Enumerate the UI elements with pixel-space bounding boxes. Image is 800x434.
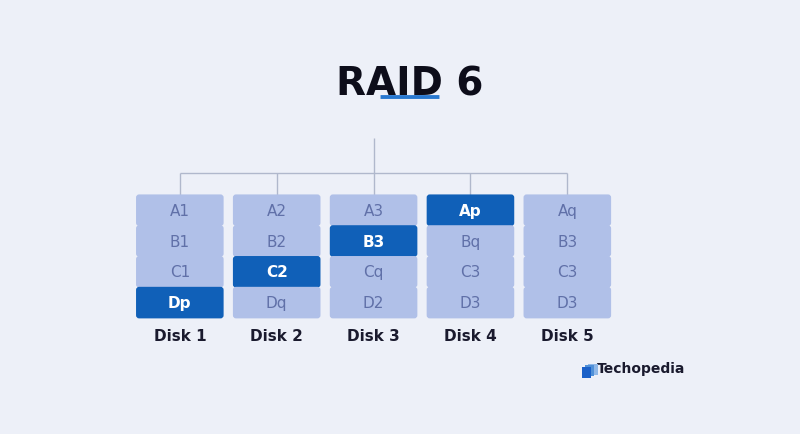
Text: Ap: Ap — [459, 203, 482, 218]
Text: Disk 2: Disk 2 — [250, 328, 303, 343]
Text: C3: C3 — [460, 265, 481, 279]
Text: Disk 4: Disk 4 — [444, 328, 497, 343]
Text: Techopedia: Techopedia — [597, 361, 685, 375]
FancyBboxPatch shape — [381, 96, 439, 100]
Text: A1: A1 — [170, 203, 190, 218]
FancyBboxPatch shape — [426, 256, 514, 288]
FancyBboxPatch shape — [136, 226, 224, 257]
Text: Dq: Dq — [266, 296, 287, 310]
Text: C3: C3 — [557, 265, 578, 279]
Text: D2: D2 — [363, 296, 384, 310]
Text: C2: C2 — [266, 265, 288, 279]
FancyBboxPatch shape — [330, 256, 418, 288]
FancyBboxPatch shape — [330, 226, 418, 257]
Polygon shape — [588, 364, 598, 375]
FancyBboxPatch shape — [523, 195, 611, 227]
Text: Disk 3: Disk 3 — [347, 328, 400, 343]
FancyBboxPatch shape — [233, 226, 321, 257]
Text: Bq: Bq — [460, 234, 481, 249]
Text: B2: B2 — [266, 234, 286, 249]
Text: B3: B3 — [362, 234, 385, 249]
Text: RAID 6: RAID 6 — [336, 66, 484, 103]
FancyBboxPatch shape — [233, 256, 321, 288]
Text: A3: A3 — [363, 203, 384, 218]
FancyBboxPatch shape — [136, 195, 224, 227]
Text: Disk 1: Disk 1 — [154, 328, 206, 343]
FancyBboxPatch shape — [523, 256, 611, 288]
FancyBboxPatch shape — [426, 287, 514, 319]
Polygon shape — [582, 367, 591, 378]
FancyBboxPatch shape — [136, 287, 224, 319]
FancyBboxPatch shape — [330, 287, 418, 319]
FancyBboxPatch shape — [233, 195, 321, 227]
Text: Cq: Cq — [363, 265, 384, 279]
FancyBboxPatch shape — [233, 287, 321, 319]
Text: B3: B3 — [558, 234, 578, 249]
Polygon shape — [585, 365, 594, 376]
Text: Aq: Aq — [558, 203, 578, 218]
FancyBboxPatch shape — [523, 226, 611, 257]
FancyBboxPatch shape — [330, 195, 418, 227]
Text: B1: B1 — [170, 234, 190, 249]
FancyBboxPatch shape — [523, 287, 611, 319]
FancyBboxPatch shape — [426, 195, 514, 227]
Text: A2: A2 — [266, 203, 286, 218]
FancyBboxPatch shape — [136, 256, 224, 288]
Text: D3: D3 — [557, 296, 578, 310]
Text: D3: D3 — [460, 296, 482, 310]
Text: Dp: Dp — [168, 296, 191, 310]
FancyBboxPatch shape — [426, 226, 514, 257]
Text: C1: C1 — [170, 265, 190, 279]
Text: Disk 5: Disk 5 — [541, 328, 594, 343]
